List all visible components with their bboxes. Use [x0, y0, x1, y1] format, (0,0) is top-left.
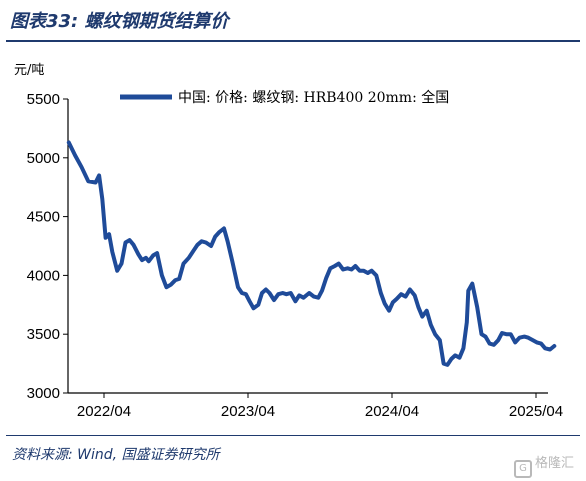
figure-label: 图表33: — [10, 11, 79, 32]
x-tick-label: 2023/04 — [221, 403, 275, 420]
legend-label: 中国: 价格: 螺纹钢: HRB400 20mm: 全国 — [178, 89, 449, 106]
plot-area — [66, 99, 557, 394]
y-axis-unit-label: 元/吨 — [14, 63, 44, 78]
y-tick-label: 3000 — [27, 385, 60, 402]
watermark: G 格隆汇 — [513, 452, 574, 478]
source-note: 资料来源: Wind, 国盛证券研究所 — [12, 447, 220, 463]
y-tick-label: 4000 — [27, 267, 60, 284]
x-tick-label: 2022/04 — [77, 403, 131, 420]
source-divider — [6, 435, 580, 436]
x-tick-label: 2024/04 — [365, 403, 419, 420]
line-chart: 元/吨 3000 3500 4000 4500 5000 5500 2022/04 2023… — [14, 63, 563, 420]
y-tick-label: 5000 — [27, 150, 60, 167]
x-tick-label: 2025/04 — [509, 403, 563, 420]
y-tick-label: 3500 — [27, 326, 60, 343]
title-underline — [6, 40, 580, 42]
watermark-text: 格隆汇 — [534, 456, 574, 471]
y-tick-label: 4500 — [27, 209, 60, 226]
y-tick-label: 5500 — [27, 91, 60, 108]
y-axis: 3000 3500 4000 4500 5000 5500 — [27, 91, 68, 402]
figure-title: 图表33: 螺纹钢期货结算价 — [10, 7, 229, 33]
legend: 中国: 价格: 螺纹钢: HRB400 20mm: 全国 — [120, 89, 449, 106]
series-line-0 — [66, 140, 557, 367]
watermark-logo-icon: G — [513, 460, 532, 478]
x-axis: 2022/04 2023/04 2024/04 2025/04 — [77, 393, 563, 420]
figure-title-text: 螺纹钢期货结算价 — [84, 11, 229, 32]
